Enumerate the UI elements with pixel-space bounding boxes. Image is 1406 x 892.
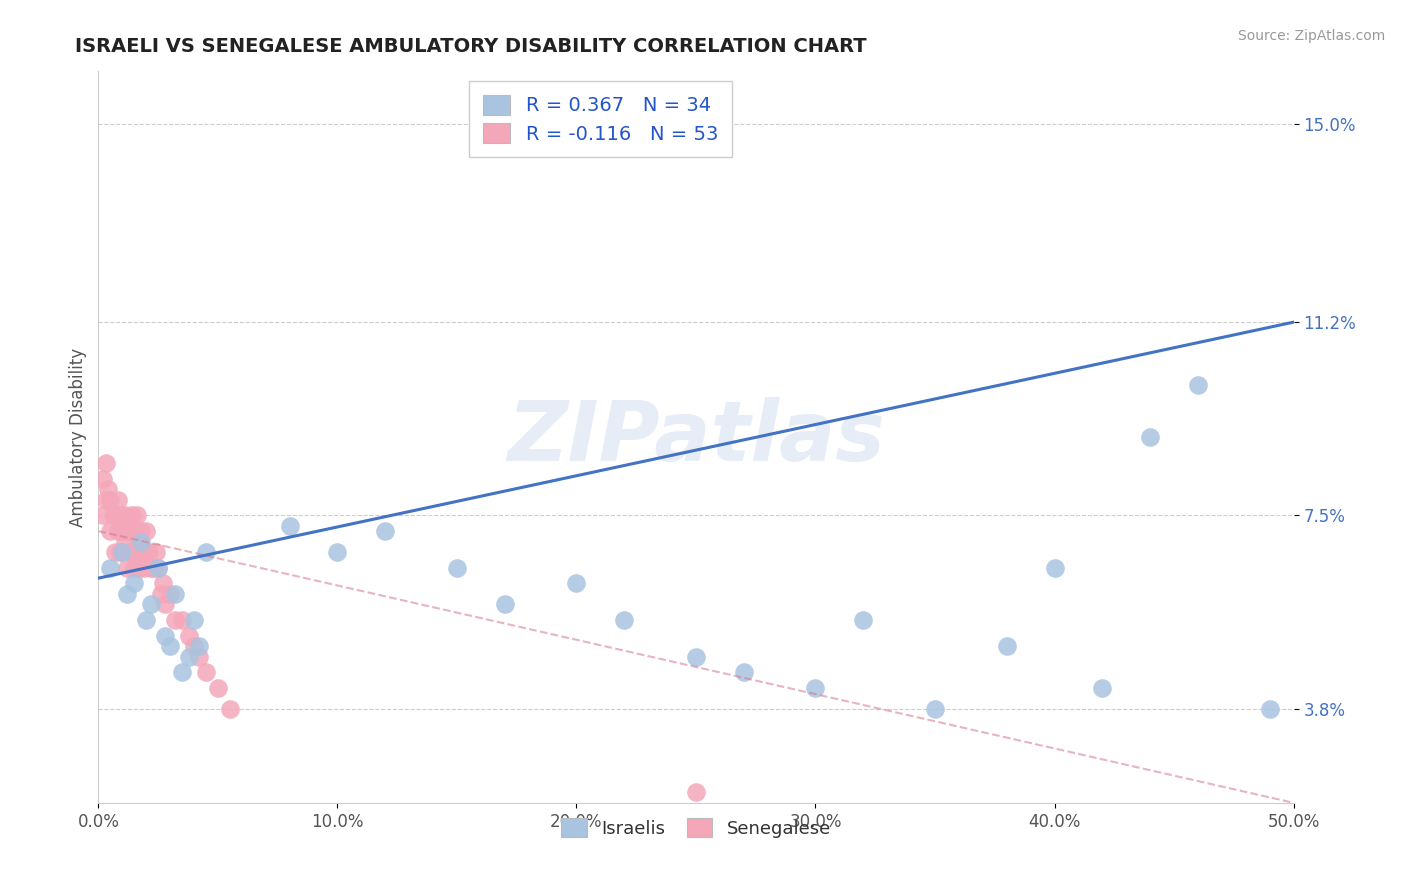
Point	[114, 534, 136, 549]
Text: Source: ZipAtlas.com: Source: ZipAtlas.com	[1237, 29, 1385, 44]
Point	[195, 665, 218, 680]
Point	[1043, 560, 1066, 574]
Point	[131, 534, 153, 549]
Point	[121, 545, 143, 559]
Point	[159, 639, 181, 653]
Point	[172, 665, 194, 680]
Point	[118, 524, 141, 538]
Point	[115, 560, 138, 574]
Point	[195, 545, 218, 559]
Point	[128, 534, 150, 549]
Y-axis label: Ambulatory Disability: Ambulatory Disability	[69, 348, 87, 526]
Point	[1258, 702, 1281, 716]
Point	[613, 613, 636, 627]
Point	[163, 587, 186, 601]
Point	[924, 702, 946, 716]
Point	[108, 545, 131, 559]
Point	[804, 681, 827, 695]
Point	[111, 545, 134, 559]
Point	[135, 545, 157, 559]
Point	[995, 639, 1018, 653]
Point	[107, 492, 129, 507]
Point	[124, 524, 146, 538]
Point	[155, 597, 177, 611]
Point	[97, 483, 120, 497]
Point	[124, 560, 146, 574]
Point	[145, 545, 167, 559]
Point	[94, 456, 117, 470]
Point	[172, 613, 194, 627]
Point	[94, 492, 117, 507]
Point	[91, 472, 114, 486]
Legend: Israelis, Senegalese: Israelis, Senegalese	[554, 811, 838, 845]
Point	[125, 508, 148, 523]
Point	[135, 613, 157, 627]
Text: ISRAELI VS SENEGALESE AMBULATORY DISABILITY CORRELATION CHART: ISRAELI VS SENEGALESE AMBULATORY DISABIL…	[75, 37, 866, 56]
Point	[142, 560, 165, 574]
Point	[104, 545, 127, 559]
Point	[101, 508, 124, 523]
Point	[131, 524, 153, 538]
Point	[278, 519, 301, 533]
Point	[111, 545, 134, 559]
Point	[98, 560, 122, 574]
Point	[1139, 430, 1161, 444]
Point	[852, 613, 875, 627]
Point	[132, 560, 155, 574]
Point	[104, 508, 127, 523]
Text: ZIPatlas: ZIPatlas	[508, 397, 884, 477]
Point	[115, 524, 138, 538]
Point	[159, 587, 181, 601]
Point	[374, 524, 396, 538]
Point	[1187, 377, 1209, 392]
Point	[152, 576, 174, 591]
Point	[111, 524, 134, 538]
Point	[207, 681, 229, 695]
Point	[139, 560, 162, 574]
Point	[148, 560, 170, 574]
Point	[121, 508, 143, 523]
Point	[107, 524, 129, 538]
Point	[98, 492, 122, 507]
Point	[179, 649, 201, 664]
Point	[124, 576, 146, 591]
Point	[155, 629, 177, 643]
Point	[179, 629, 201, 643]
Point	[187, 649, 209, 664]
Point	[118, 545, 141, 559]
Point	[733, 665, 755, 680]
Point	[115, 587, 138, 601]
Point	[187, 639, 209, 653]
Point	[183, 639, 205, 653]
Point	[125, 545, 148, 559]
Point	[138, 545, 160, 559]
Point	[148, 560, 170, 574]
Point	[1091, 681, 1114, 695]
Point	[149, 587, 172, 601]
Point	[326, 545, 349, 559]
Point	[131, 545, 153, 559]
Point	[128, 560, 150, 574]
Point	[139, 597, 162, 611]
Point	[163, 613, 186, 627]
Point	[114, 508, 136, 523]
Point	[183, 613, 205, 627]
Point	[135, 524, 157, 538]
Point	[98, 524, 122, 538]
Point	[446, 560, 468, 574]
Point	[685, 785, 707, 799]
Point	[91, 508, 114, 523]
Point	[108, 508, 131, 523]
Point	[494, 597, 516, 611]
Point	[565, 576, 588, 591]
Point	[685, 649, 707, 664]
Point	[219, 702, 242, 716]
